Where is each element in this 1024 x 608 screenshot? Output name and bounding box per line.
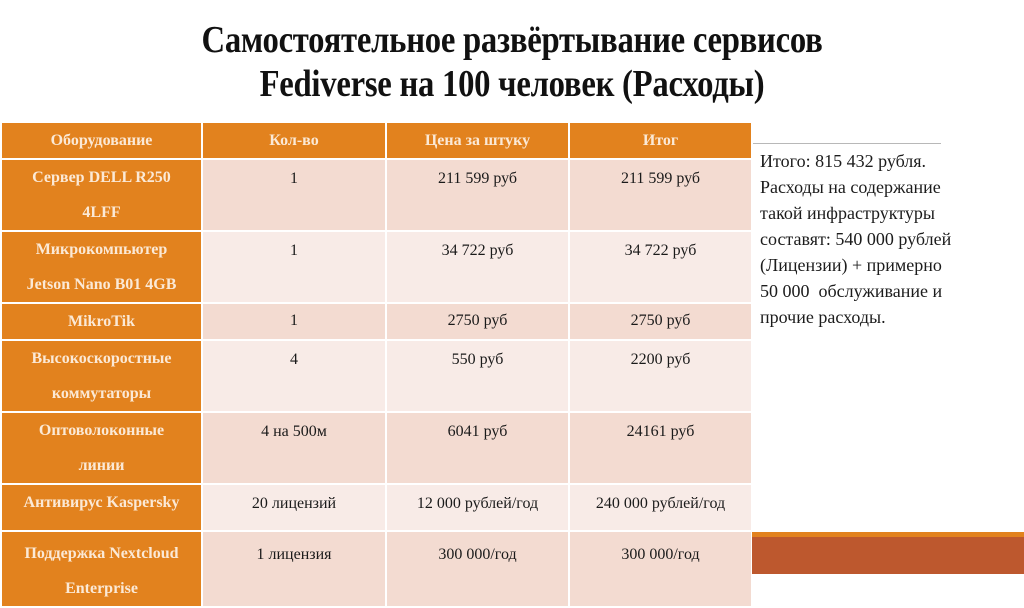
table-row: Оптоволоконные линии 4 на 500м 6041 руб … [0, 411, 753, 485]
total-cell: 2750 руб [568, 302, 753, 341]
quantity-cell: 4 [201, 339, 387, 413]
quantity-cell: 1 [201, 302, 387, 341]
equipment-name-line: Enterprise [65, 580, 138, 597]
total-cell: 34 722 руб [568, 230, 753, 304]
slide-title-line-1: Самостоятельное развёртывание сервисов [201, 19, 823, 61]
equipment-name-line: Поддержка Nextcloud [24, 545, 179, 562]
equipment-cell: MikroTik [0, 302, 203, 341]
table-header-row: Оборудование Кол-во Цена за штуку Итог [0, 121, 753, 160]
equipment-name-line: линии [78, 457, 125, 474]
summary-line: прочие расходы. [760, 307, 886, 327]
unit-price-cell: 550 руб [385, 339, 570, 413]
table-row: Сервер DELL R250 4LFF 1 211 599 руб 211 … [0, 158, 753, 232]
equipment-name-line: коммутаторы [51, 385, 152, 402]
quantity-cell: 20 лицензий [201, 483, 387, 532]
summary-line: составят: 540 000 рублей [760, 229, 952, 249]
summary-line: (Лицензии) + примерно [760, 255, 942, 275]
total-cell: 211 599 руб [568, 158, 753, 232]
expenses-table: Оборудование Кол-во Цена за штуку Итог С… [0, 121, 753, 608]
equipment-name-line: Микрокомпьютер [35, 241, 168, 258]
decorative-accent-block [752, 537, 1024, 574]
equipment-cell: Сервер DELL R250 4LFF [0, 158, 203, 232]
equipment-cell: Микрокомпьютер Jetson Nano B01 4GB [0, 230, 203, 304]
text-divider-line [753, 143, 941, 144]
unit-price-cell: 12 000 рублей/год [385, 483, 570, 532]
column-header-total: Итог [568, 121, 753, 160]
unit-price-cell: 300 000/год [385, 530, 570, 608]
total-cell: 300 000/год [568, 530, 753, 608]
column-header-equipment: Оборудование [0, 121, 203, 160]
summary-line: Итого: 815 432 рубля. [760, 151, 927, 171]
table-row: Поддержка Nextcloud Enterprise 1 лицензи… [0, 530, 753, 608]
summary-line: 50 000 обслуживание и [760, 281, 943, 301]
column-header-quantity: Кол-во [201, 121, 387, 160]
total-cell: 24161 руб [568, 411, 753, 485]
equipment-cell: Оптоволоконные линии [0, 411, 203, 485]
unit-price-cell: 6041 руб [385, 411, 570, 485]
equipment-cell: Поддержка Nextcloud Enterprise [0, 530, 203, 608]
quantity-cell: 1 [201, 230, 387, 304]
column-header-unit-price: Цена за штуку [385, 121, 570, 160]
unit-price-cell: 34 722 руб [385, 230, 570, 304]
equipment-name-line: MikroTik [68, 313, 135, 330]
table-row: Высокоскоростные коммутаторы 4 550 руб 2… [0, 339, 753, 413]
equipment-name-line: Сервер DELL R250 [32, 169, 171, 186]
equipment-name-line: Jetson Nano B01 4GB [26, 276, 177, 293]
quantity-cell: 1 лицензия [201, 530, 387, 608]
slide-title: Самостоятельное развёртывание сервисов F… [72, 18, 953, 106]
equipment-name-line: Антивирус Kaspersky [23, 494, 180, 511]
summary-text: Итого: 815 432 рубля. Расходы на содержа… [760, 148, 1010, 330]
quantity-cell: 4 на 500м [201, 411, 387, 485]
summary-line: такой инфраструктуры [760, 203, 936, 223]
summary-line: Расходы на содержание [760, 177, 941, 197]
equipment-name-line: 4LFF [82, 204, 121, 221]
table-row: MikroTik 1 2750 руб 2750 руб [0, 302, 753, 341]
total-cell: 2200 руб [568, 339, 753, 413]
decorative-accent-strip [752, 532, 1024, 537]
equipment-cell: Высокоскоростные коммутаторы [0, 339, 203, 413]
table-row: Микрокомпьютер Jetson Nano B01 4GB 1 34 … [0, 230, 753, 304]
equipment-cell: Антивирус Kaspersky [0, 483, 203, 532]
quantity-cell: 1 [201, 158, 387, 232]
total-cell: 240 000 рублей/год [568, 483, 753, 532]
unit-price-cell: 2750 руб [385, 302, 570, 341]
table-row: Антивирус Kaspersky 20 лицензий 12 000 р… [0, 483, 753, 532]
slide-title-line-2: Fediverse на 100 человек (Расходы) [259, 63, 765, 105]
unit-price-cell: 211 599 руб [385, 158, 570, 232]
equipment-name-line: Высокоскоростные [31, 350, 172, 367]
equipment-name-line: Оптоволоконные [38, 422, 165, 439]
